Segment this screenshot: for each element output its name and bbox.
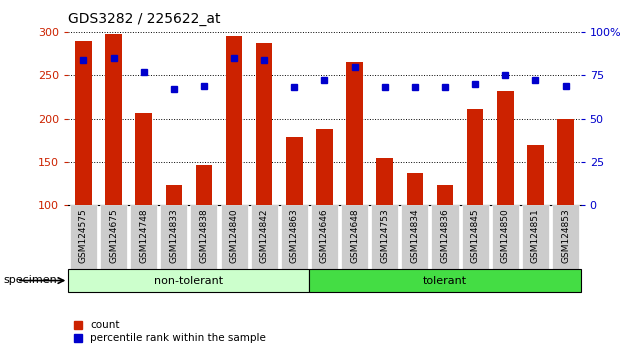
- Text: GSM124648: GSM124648: [350, 209, 359, 263]
- FancyBboxPatch shape: [220, 205, 248, 271]
- Legend: count, percentile rank within the sample: count, percentile rank within the sample: [73, 320, 266, 343]
- Bar: [527, 145, 544, 205]
- Text: tolerant: tolerant: [423, 275, 467, 286]
- Text: GSM124834: GSM124834: [410, 209, 419, 263]
- Text: non-tolerant: non-tolerant: [154, 275, 224, 286]
- FancyBboxPatch shape: [68, 269, 309, 292]
- Text: GSM124840: GSM124840: [230, 209, 238, 263]
- Text: GSM124753: GSM124753: [380, 209, 389, 263]
- FancyBboxPatch shape: [461, 205, 489, 271]
- Text: GSM124646: GSM124646: [320, 209, 329, 263]
- Bar: [497, 91, 514, 205]
- Text: GSM124838: GSM124838: [199, 209, 209, 263]
- Text: GSM124842: GSM124842: [260, 209, 269, 263]
- FancyBboxPatch shape: [130, 205, 157, 271]
- FancyBboxPatch shape: [251, 205, 278, 271]
- Bar: [407, 173, 423, 205]
- Bar: [196, 165, 212, 205]
- Text: GSM124853: GSM124853: [561, 209, 570, 263]
- Bar: [316, 129, 333, 205]
- FancyBboxPatch shape: [100, 205, 127, 271]
- Text: GSM124845: GSM124845: [471, 209, 479, 263]
- FancyBboxPatch shape: [191, 205, 217, 271]
- FancyBboxPatch shape: [432, 205, 458, 271]
- FancyBboxPatch shape: [311, 205, 338, 271]
- Text: GSM124851: GSM124851: [531, 209, 540, 263]
- FancyBboxPatch shape: [160, 205, 188, 271]
- Text: specimen: specimen: [3, 275, 57, 285]
- FancyBboxPatch shape: [70, 205, 97, 271]
- Bar: [75, 41, 92, 205]
- Bar: [135, 113, 152, 205]
- Bar: [256, 43, 273, 205]
- Text: GSM124748: GSM124748: [139, 209, 148, 263]
- Text: GSM124850: GSM124850: [501, 209, 510, 263]
- Text: GSM124836: GSM124836: [440, 209, 450, 263]
- FancyBboxPatch shape: [341, 205, 368, 271]
- Bar: [557, 119, 574, 205]
- FancyBboxPatch shape: [309, 269, 581, 292]
- Text: GSM124863: GSM124863: [290, 209, 299, 263]
- Bar: [437, 184, 453, 205]
- FancyBboxPatch shape: [401, 205, 428, 271]
- Text: GSM124675: GSM124675: [109, 209, 118, 263]
- FancyBboxPatch shape: [552, 205, 579, 271]
- FancyBboxPatch shape: [492, 205, 519, 271]
- Bar: [166, 185, 182, 205]
- Bar: [347, 62, 363, 205]
- Text: GDS3282 / 225622_at: GDS3282 / 225622_at: [68, 12, 221, 26]
- FancyBboxPatch shape: [371, 205, 398, 271]
- Bar: [376, 159, 393, 205]
- Bar: [467, 109, 483, 205]
- Bar: [286, 137, 302, 205]
- Text: GSM124575: GSM124575: [79, 209, 88, 263]
- FancyBboxPatch shape: [522, 205, 549, 271]
- Bar: [105, 34, 122, 205]
- Text: GSM124833: GSM124833: [170, 209, 178, 263]
- Bar: [226, 36, 242, 205]
- FancyBboxPatch shape: [281, 205, 308, 271]
